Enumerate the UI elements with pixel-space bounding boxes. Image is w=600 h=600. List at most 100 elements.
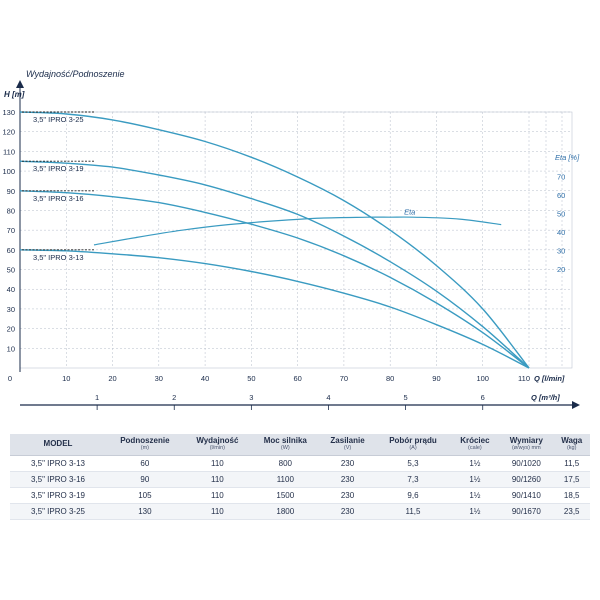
table-cell: 1100 xyxy=(250,471,320,488)
y2-tick-label: 40 xyxy=(557,228,565,237)
x2-axis-label: Q [m³/h] xyxy=(531,393,560,402)
x-tick-label: 0 xyxy=(8,374,12,383)
table-cell: 230 xyxy=(319,487,376,504)
y-axis-label: H [m] xyxy=(4,90,25,99)
y-tick-label: 70 xyxy=(7,226,15,235)
x-tick-label: 100 xyxy=(476,374,489,383)
table-cell: 7,3 xyxy=(375,471,451,488)
column-header-label: Wydajność xyxy=(196,436,239,445)
column-header-unit: (kg) xyxy=(566,445,577,452)
table-cell: 230 xyxy=(319,471,376,488)
head-curve xyxy=(19,111,530,369)
x2-tick-label: 5 xyxy=(404,393,408,402)
column-header: Zasilanie (V) xyxy=(319,434,376,456)
y-tick-label: 100 xyxy=(2,167,15,176)
column-header: Waga (kg) xyxy=(553,434,590,456)
series-label: 3,5" IPRO 3-16 xyxy=(33,194,84,203)
grid-lines xyxy=(20,111,572,368)
column-header-model: MODEL xyxy=(10,434,106,456)
table-row: 3,5" IPRO 3-13 60 110 800 230 5,3 1½ 90/1020 11,… xyxy=(10,455,590,472)
column-header: Moc silnika (W) xyxy=(250,434,320,456)
x2-tick-label: 2 xyxy=(172,393,176,402)
y-tick-label: 10 xyxy=(7,344,15,353)
table-header-row: MODEL Podnoszenie (m) Wydajność (l/min) Moc s… xyxy=(10,434,590,456)
column-header-label: Zasilanie xyxy=(330,436,365,445)
column-header-unit: (ø/wys) mm xyxy=(511,445,541,452)
model-cell: 3,5" IPRO 3-16 xyxy=(10,471,106,488)
column-header: Podnoszenie (m) xyxy=(106,434,184,456)
table-cell: 800 xyxy=(250,455,320,472)
y-tick-label: 80 xyxy=(7,206,15,215)
column-header-label: Podnoszenie xyxy=(120,436,170,445)
x-tick-label: 50 xyxy=(247,374,255,383)
axes xyxy=(16,80,580,410)
series-label: 3,5" IPRO 3-25 xyxy=(33,115,84,124)
x-tick-label: 30 xyxy=(155,374,163,383)
y-tick-label: 120 xyxy=(2,128,15,137)
column-header: Pobór prądu (A) xyxy=(375,434,451,456)
table-cell: 1500 xyxy=(250,487,320,504)
table-cell: 9,6 xyxy=(375,487,451,504)
table-cell: 11,5 xyxy=(553,455,590,472)
table-cell: 1800 xyxy=(250,503,320,520)
x2-tick-label: 1 xyxy=(95,393,99,402)
column-header-unit: (W) xyxy=(280,445,290,452)
table-cell: 1½ xyxy=(450,487,500,504)
x2-tick-label: 3 xyxy=(249,393,253,402)
column-header-unit: (V) xyxy=(343,445,352,452)
y2-tick-label: 30 xyxy=(557,247,565,256)
curves xyxy=(19,111,530,369)
y-tick-label: 130 xyxy=(2,108,15,117)
table-row: 3,5" IPRO 3-25 130 110 1800 230 11,5 1½ 90/1670… xyxy=(10,503,590,520)
series-label: 3,5" IPRO 3-19 xyxy=(33,164,84,173)
x-tick-label: 90 xyxy=(432,374,440,383)
spec-table: MODEL Podnoszenie (m) Wydajność (l/min) Moc s… xyxy=(10,434,590,520)
y2-tick-label: 70 xyxy=(557,173,565,182)
y-tick-label: 30 xyxy=(7,305,15,314)
table-cell: 90/1020 xyxy=(499,455,554,472)
table-cell: 60 xyxy=(106,455,184,472)
x-tick-label: 70 xyxy=(340,374,348,383)
model-cell: 3,5" IPRO 3-25 xyxy=(10,503,106,520)
column-header-unit: (cale) xyxy=(468,445,482,452)
head-curve xyxy=(19,160,530,369)
table-cell: 110 xyxy=(183,471,251,488)
column-header-unit: (l/min) xyxy=(209,445,225,452)
table-cell: 90/1670 xyxy=(499,503,554,520)
table-cell: 1½ xyxy=(450,503,500,520)
table-cell: 23,5 xyxy=(553,503,590,520)
table-cell: 18,5 xyxy=(553,487,590,504)
column-header-label: MODEL xyxy=(43,439,73,449)
x2-tick-label: 6 xyxy=(481,393,485,402)
x-tick-label: 60 xyxy=(293,374,301,383)
x-tick-label: 80 xyxy=(386,374,394,383)
x-tick-label: 20 xyxy=(108,374,116,383)
column-header-label: Króciec xyxy=(460,436,490,445)
column-header: Wydajność (l/min) xyxy=(183,434,251,456)
table-cell: 130 xyxy=(106,503,184,520)
y-tick-label: 110 xyxy=(3,147,15,156)
x2-axis-arrow xyxy=(572,401,580,409)
y2-tick-label: 20 xyxy=(557,265,565,274)
y-tick-label: 60 xyxy=(7,246,15,255)
table-cell: 230 xyxy=(319,503,376,520)
plot-area xyxy=(19,111,573,369)
x-axis-label: Q [l/min] xyxy=(534,374,565,383)
x-tick-label: 10 xyxy=(62,374,70,383)
table-cell: 5,3 xyxy=(375,455,451,472)
table-cell: 110 xyxy=(183,455,251,472)
column-header-label: Waga xyxy=(561,436,583,445)
y-tick-label: 40 xyxy=(7,285,15,294)
y2-tick-label: 50 xyxy=(557,210,565,219)
table-cell: 17,5 xyxy=(553,471,590,488)
series-label: Eta xyxy=(404,207,415,216)
table-cell: 230 xyxy=(319,455,376,472)
x-tick-label: 40 xyxy=(201,374,209,383)
table-row: 3,5" IPRO 3-19 105 110 1500 230 9,6 1½ 90/1410 1… xyxy=(10,487,590,504)
x2-tick-label: 4 xyxy=(326,393,330,402)
head-curve xyxy=(19,249,530,369)
column-header-unit: (m) xyxy=(140,445,149,452)
y-tick-label: 90 xyxy=(7,187,15,196)
